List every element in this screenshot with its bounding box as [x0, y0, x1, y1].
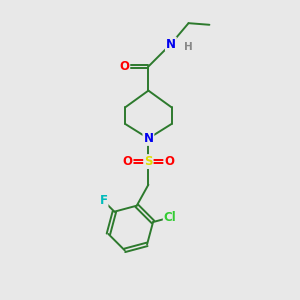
Text: S: S — [144, 155, 153, 168]
Text: O: O — [164, 155, 174, 168]
Text: N: N — [166, 38, 176, 50]
Text: N: N — [143, 132, 153, 145]
Text: O: O — [119, 60, 129, 73]
Text: Cl: Cl — [164, 211, 176, 224]
Text: H: H — [184, 42, 193, 52]
Text: O: O — [122, 155, 133, 168]
Text: F: F — [100, 194, 107, 207]
